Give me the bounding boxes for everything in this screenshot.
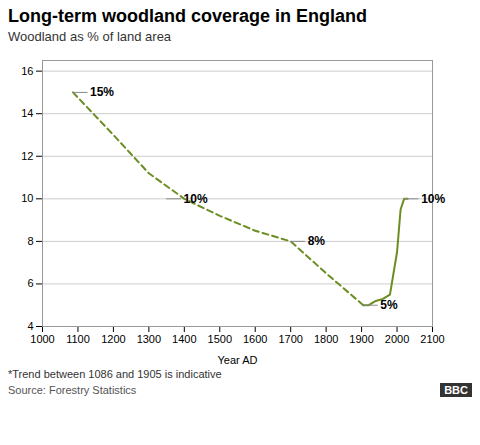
svg-text:16: 16: [21, 65, 33, 77]
svg-text:1100: 1100: [66, 333, 90, 345]
svg-text:1600: 1600: [243, 333, 267, 345]
svg-text:1800: 1800: [314, 333, 338, 345]
svg-text:1200: 1200: [101, 333, 125, 345]
svg-text:Year AD: Year AD: [218, 354, 258, 366]
svg-text:8%: 8%: [308, 234, 326, 248]
svg-text:1500: 1500: [208, 333, 232, 345]
html-text:Woodland as % of land area: Woodland as % of land area: [8, 29, 172, 44]
svg-text:1900: 1900: [349, 333, 373, 345]
svg-text:2100: 2100: [420, 333, 444, 345]
svg-text:12: 12: [21, 150, 33, 162]
svg-text:1400: 1400: [172, 333, 196, 345]
html-text:Long-term woodland coverage in: Long-term woodland coverage in England: [8, 6, 367, 26]
svg-text:1700: 1700: [278, 333, 302, 345]
svg-text:14: 14: [21, 107, 33, 119]
svg-text:8: 8: [27, 235, 33, 247]
svg-text:15%: 15%: [90, 85, 114, 99]
svg-text:2000: 2000: [385, 333, 409, 345]
svg-text:6: 6: [27, 277, 33, 289]
svg-text:10: 10: [21, 192, 33, 204]
html-text:Source: Forestry Statistics: Source: Forestry Statistics: [8, 384, 137, 396]
html-text:*Trend between 1086 and 1905 i: *Trend between 1086 and 1905 is indicati…: [8, 368, 222, 380]
svg-text:1300: 1300: [137, 333, 161, 345]
svg-text:1000: 1000: [30, 333, 54, 345]
svg-text:10%: 10%: [421, 192, 445, 206]
svg-text:10%: 10%: [184, 192, 208, 206]
svg-text:4: 4: [27, 320, 33, 332]
html-text:BBC: BBC: [444, 384, 468, 396]
svg-text:5%: 5%: [380, 298, 398, 312]
